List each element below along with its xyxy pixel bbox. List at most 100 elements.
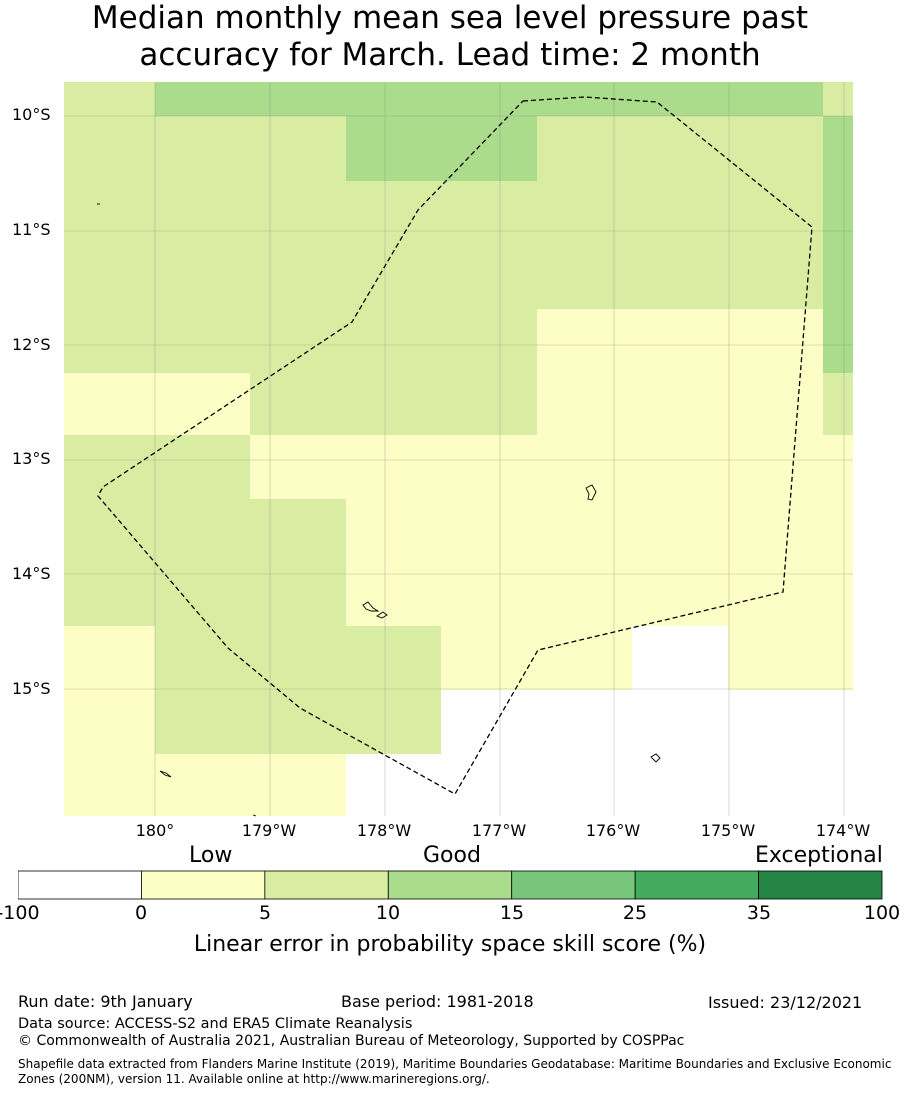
colorbar-segment [634, 870, 759, 900]
grid-cell [155, 626, 250, 690]
island-niuafoou [585, 484, 597, 501]
grid-cell [537, 245, 632, 309]
lat-label-15s: 15°S [12, 679, 51, 698]
grid-cell [632, 690, 728, 754]
grid-cell [250, 626, 346, 690]
grid-cell [728, 754, 823, 816]
grid-cell [250, 562, 346, 626]
grid-cell [632, 373, 728, 435]
legend-category-exceptional: Exceptional [755, 843, 883, 868]
grid-cell [728, 690, 823, 754]
grid-cell [441, 82, 537, 116]
grid-cell [441, 499, 537, 562]
grid-cell [632, 626, 728, 690]
lat-label-10s: 10°S [12, 105, 51, 124]
grid-cell [441, 690, 537, 754]
grid-cell [64, 626, 155, 690]
run-date: Run date: 9th January [18, 992, 193, 1011]
legend-category-low: Low [189, 843, 233, 868]
grid-cell [632, 499, 728, 562]
grid-cell [823, 116, 853, 181]
grid-cell [155, 435, 250, 499]
grid-cell [728, 245, 823, 309]
grid-cell [250, 116, 346, 181]
grid-cell [64, 245, 155, 309]
grid-cell [441, 435, 537, 499]
grid-cell [728, 435, 823, 499]
grid-cell [250, 690, 346, 754]
grid-cell [64, 181, 155, 245]
lon-label-175w: 175°W [700, 821, 756, 840]
grid-cell [346, 499, 441, 562]
grid-cell [346, 626, 441, 690]
colorbar-tick: 5 [258, 902, 272, 924]
colorbar-tick: -100 [0, 902, 40, 924]
grid-cell [537, 754, 632, 816]
grid-cell [728, 626, 823, 690]
grid-cell [632, 82, 728, 116]
colorbar-segment [511, 870, 636, 900]
grid-cell [64, 373, 155, 435]
grid-cell [537, 309, 632, 373]
colorbar-tick: 25 [622, 902, 648, 924]
grid-cell [441, 562, 537, 626]
lat-label-13s: 13°S [12, 449, 51, 468]
grid-cell [155, 116, 250, 181]
grid-cell [823, 690, 853, 754]
grid-cell [155, 309, 250, 373]
colorbar-segment [18, 870, 142, 900]
grid-cell [346, 116, 441, 181]
grid-cell [632, 116, 728, 181]
grid-cell [632, 754, 728, 816]
grid-cell [155, 82, 250, 116]
grid-cell [346, 562, 441, 626]
title-line-1: Median monthly mean sea level pressure p… [91, 0, 809, 36]
grid-cell [823, 754, 853, 816]
lon-label-174w: 174°W [815, 821, 871, 840]
grid-cell [537, 181, 632, 245]
grid-cell [632, 245, 728, 309]
grid-cell [537, 690, 632, 754]
grid-cell [155, 562, 250, 626]
grid-cell [155, 499, 250, 562]
grid-cell [250, 181, 346, 245]
grid-cell [728, 82, 823, 116]
grid-cell [64, 435, 155, 499]
colorbar-tick: 35 [746, 902, 772, 924]
island-wallis [362, 601, 380, 612]
grid-cell [64, 309, 155, 373]
island-futuna [159, 770, 172, 778]
grid-cell [346, 435, 441, 499]
grid-cell [728, 116, 823, 181]
colorbar-segment [264, 870, 389, 900]
grid-cell [441, 754, 537, 816]
grid-cell [823, 181, 853, 245]
grid-cell [728, 373, 823, 435]
copyright: © Commonwealth of Australia 2021, Austra… [18, 1033, 685, 1049]
grid-cell [250, 754, 346, 816]
grid-cell [823, 499, 853, 562]
grid-cell [537, 626, 632, 690]
grid-cell [155, 181, 250, 245]
colorbar [18, 870, 883, 900]
grid-cell [346, 309, 441, 373]
grid-cell [537, 82, 632, 116]
grid-cell [728, 499, 823, 562]
grid-cell [728, 181, 823, 245]
grid-cell [155, 754, 250, 816]
lon-label-177w: 177°W [471, 821, 527, 840]
grid-cell [346, 373, 441, 435]
grid-cell [632, 562, 728, 626]
lat-label-14s: 14°S [12, 564, 51, 583]
grid-cell [441, 373, 537, 435]
grid-cell [537, 435, 632, 499]
colorbar-segment [387, 870, 513, 900]
grid-cell [250, 373, 346, 435]
grid-cell [537, 499, 632, 562]
grid-cell [250, 309, 346, 373]
grid-cell [537, 116, 632, 181]
grid-cell [823, 435, 853, 499]
title-line-2: accuracy for March. Lead time: 2 month [139, 37, 761, 73]
lon-label-176w: 176°W [585, 821, 641, 840]
grid-cell [823, 373, 853, 435]
